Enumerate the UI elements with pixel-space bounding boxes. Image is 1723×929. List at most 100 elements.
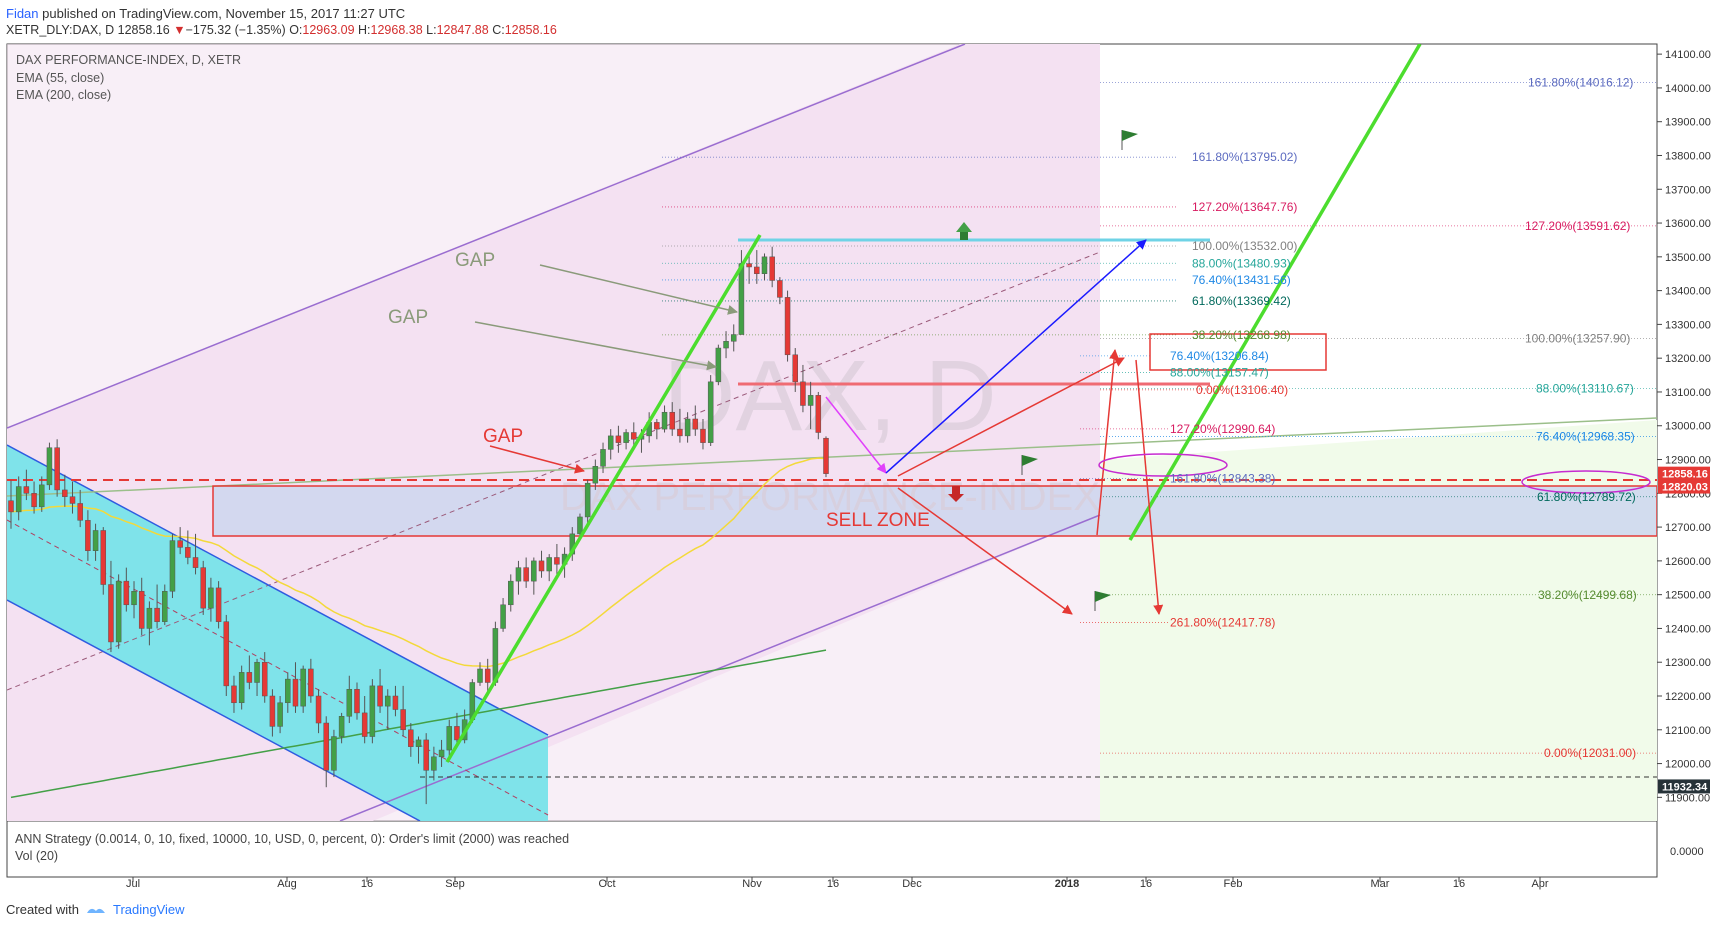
- candle-body: [46, 447, 53, 486]
- candle-body: [154, 607, 160, 622]
- candle-body: [754, 266, 760, 274]
- time-tick-label: 16: [827, 878, 839, 890]
- indicator-vol-label[interactable]: Vol (20): [15, 849, 58, 863]
- flag-icon: [1121, 130, 1138, 150]
- descending-channel-fill: [7, 445, 548, 821]
- price-tick-label: 12000.00: [1665, 759, 1711, 771]
- down-marker-icon: [948, 494, 964, 502]
- publish-info: published on TradingView.com, November 1…: [42, 6, 406, 21]
- candle-body: [354, 688, 360, 714]
- price-tick-label: 13300.00: [1665, 319, 1711, 331]
- fib-level-label: 88.00%(13480.93): [1192, 256, 1291, 270]
- candle-body: [615, 435, 622, 443]
- red-down-arrow-2: [1135, 359, 1164, 615]
- price-tick-label: 13900.00: [1665, 117, 1711, 129]
- fib-level-label: 76.40%(13431.56): [1192, 273, 1291, 287]
- open-label: O:: [289, 23, 303, 37]
- price-tick-label: 12100.00: [1665, 725, 1711, 737]
- fib-level-label: 38.20%(12499.68): [1538, 588, 1637, 602]
- fib-labels: 161.80%(14016.12) 161.80%(13795.02) 127.20…: [1170, 75, 1637, 760]
- fib-level-label: 100.00%(13532.00): [1192, 239, 1297, 253]
- fib-level-label: 0.00%(13106.40): [1196, 383, 1288, 397]
- red-down-arrow: [897, 487, 1073, 615]
- price-tick-label: 11900.00: [1665, 792, 1710, 804]
- price-tick-label: 12500.00: [1665, 590, 1711, 602]
- candle-body: [484, 668, 491, 683]
- candle-body: [423, 739, 429, 771]
- candle-body: [746, 263, 752, 268]
- channel-upper-line: [7, 44, 966, 429]
- time-tick-label: Dec: [902, 878, 922, 890]
- red-up-arrow-2: [1096, 349, 1120, 536]
- candle-body: [292, 678, 299, 707]
- fib-level-label: 100.00%(13257.90): [1525, 332, 1630, 346]
- down-arrow-icon: ▼: [173, 23, 186, 37]
- flag-icon: [1021, 455, 1038, 475]
- price-tick-label: 12300.00: [1665, 657, 1711, 669]
- candle-body: [784, 297, 791, 356]
- candle-body: [69, 496, 76, 504]
- candle-body: [807, 395, 814, 406]
- fib-level-label: 261.80%(12417.78): [1170, 615, 1275, 629]
- time-tick-label: Nov: [742, 878, 762, 890]
- time-axis[interactable]: Jul Aug 16 Sep Oct Nov 16 Dec 2018 16 Feb Mar 16 Apr: [126, 877, 1549, 890]
- candle-body: [346, 688, 353, 717]
- price-tick-label: 12400.00: [1665, 623, 1711, 635]
- target-box: [1149, 333, 1327, 371]
- candle-body: [408, 729, 414, 747]
- candle-body: [246, 672, 253, 683]
- indicator-strategy-label[interactable]: ANN Strategy (0.0014, 0, 10, fixed, 1000…: [15, 832, 569, 846]
- gap-arrow-1: [539, 264, 738, 315]
- candle-body: [677, 428, 683, 437]
- tradingview-link[interactable]: TradingView: [112, 902, 185, 917]
- price-badge-label: 12820.03: [1662, 482, 1708, 494]
- close-label: C:: [492, 23, 505, 37]
- legend-ema200[interactable]: EMA (200, close): [16, 88, 111, 102]
- up-marker-icon: [956, 222, 972, 240]
- candle-body: [700, 428, 706, 443]
- channel-lower-line: [339, 514, 1101, 821]
- close-value: 12858.16: [504, 23, 557, 37]
- fib-level-label: 61.80%(13369.42): [1192, 294, 1291, 308]
- indicator-zero-tick: 0.0000: [1670, 846, 1704, 858]
- candle-body: [415, 739, 422, 747]
- legend-ema55[interactable]: EMA (55, close): [16, 71, 104, 85]
- ema200-line: [10, 649, 827, 799]
- candle-body: [792, 354, 798, 383]
- candle-body: [100, 530, 107, 585]
- candle-body: [438, 749, 445, 758]
- candle-body: [500, 604, 506, 629]
- candle-body: [715, 347, 722, 383]
- price-tick-label: 12700.00: [1665, 522, 1711, 534]
- open-value: 12963.09: [302, 23, 355, 37]
- candle-body: [431, 756, 437, 771]
- candle-body: [85, 520, 91, 551]
- time-tick-label: Oct: [598, 878, 615, 890]
- chart-legend: DAX PERFORMANCE-INDEX, D, XETR EMA (55, …: [16, 53, 241, 102]
- price-chart[interactable]: DAX, D DAX PERFORMANCE-INDEX: [0, 0, 1723, 900]
- price-tick-label: 13400.00: [1665, 286, 1711, 298]
- candle-body: [254, 661, 260, 683]
- candle-body: [454, 726, 460, 741]
- candle-body: [392, 695, 399, 710]
- time-tick-label: 16: [1453, 878, 1465, 890]
- candle-body: [200, 567, 206, 609]
- candle-body: [231, 685, 237, 704]
- candle-body: [62, 489, 68, 497]
- candle-body: [377, 685, 383, 707]
- candle-body: [707, 381, 714, 443]
- fib-level-label: 88.00%(13157.47): [1170, 366, 1269, 380]
- price-tick-label: 13800.00: [1665, 150, 1711, 162]
- gap-arrow-3: [489, 445, 585, 474]
- candle-body: [92, 530, 99, 551]
- price-tick-label: 12600.00: [1665, 556, 1711, 568]
- candle-body: [31, 493, 37, 508]
- projection-trendline: [1128, 44, 1422, 541]
- time-tick-label: 2018: [1055, 878, 1079, 890]
- author-link[interactable]: Fidan: [6, 6, 39, 21]
- price-axis[interactable]: 11900.00 12000.00 12100.00 12200.00 12300.00…: [1657, 49, 1711, 804]
- candle-body: [269, 695, 276, 727]
- candle-body: [546, 557, 552, 572]
- candle-body: [369, 685, 376, 737]
